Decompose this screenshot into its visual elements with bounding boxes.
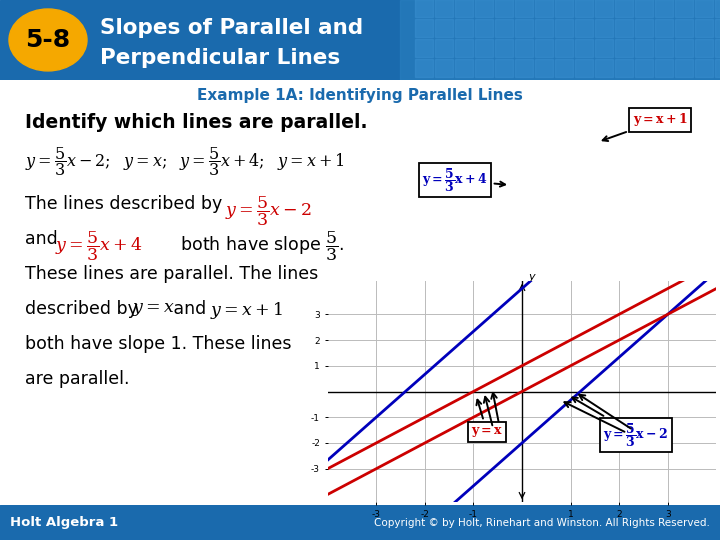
Bar: [415, 39, 433, 57]
Bar: [555, 19, 573, 37]
Bar: [575, 0, 593, 17]
Bar: [595, 39, 613, 57]
Bar: [535, 59, 553, 77]
Bar: [615, 0, 633, 17]
Bar: [635, 0, 653, 17]
Bar: [675, 59, 693, 77]
Bar: [535, 0, 553, 17]
Bar: [715, 0, 720, 17]
Text: $y = \dfrac{5}{3}x - 2;\ \ y = x;\ \ y = \dfrac{5}{3}x + 4;\ \ y = x + 1$: $y = \dfrac{5}{3}x - 2;\ \ y = x;\ \ y =…: [25, 145, 345, 178]
Bar: [555, 59, 573, 77]
Bar: [455, 59, 473, 77]
Bar: [655, 59, 673, 77]
Text: Copyright © by Holt, Rinehart and Winston. All Rights Reserved.: Copyright © by Holt, Rinehart and Winsto…: [374, 518, 710, 528]
Bar: [495, 39, 513, 57]
Bar: [455, 0, 473, 17]
Text: $\bf{y} = \bf{x}$: $\bf{y} = \bf{x}$: [471, 400, 503, 439]
Bar: [495, 19, 513, 37]
Bar: [475, 59, 493, 77]
Bar: [695, 39, 713, 57]
Text: both have slope 1. These lines: both have slope 1. These lines: [25, 335, 292, 353]
Bar: [495, 59, 513, 77]
Bar: [515, 0, 533, 17]
Bar: [515, 39, 533, 57]
Bar: [400, 0, 720, 80]
Bar: [655, 0, 673, 17]
Bar: [535, 39, 553, 57]
Ellipse shape: [9, 9, 87, 71]
Bar: [415, 19, 433, 37]
Bar: [455, 39, 473, 57]
Text: and: and: [25, 230, 63, 248]
Text: Example 1A: Identifying Parallel Lines: Example 1A: Identifying Parallel Lines: [197, 88, 523, 103]
Bar: [475, 19, 493, 37]
Text: $y = \dfrac{5}{3}x + 4$: $y = \dfrac{5}{3}x + 4$: [55, 230, 143, 264]
Bar: [655, 19, 673, 37]
Bar: [635, 39, 653, 57]
Text: $y = x + 1$: $y = x + 1$: [210, 300, 283, 321]
Text: Perpendicular Lines: Perpendicular Lines: [100, 48, 341, 68]
Text: Slopes of Parallel and: Slopes of Parallel and: [100, 18, 363, 38]
Text: $y = x$: $y = x$: [132, 300, 175, 318]
Bar: [595, 0, 613, 17]
Bar: [695, 59, 713, 77]
Bar: [695, 0, 713, 17]
Bar: [675, 39, 693, 57]
Text: are parallel.: are parallel.: [25, 370, 130, 388]
Bar: [575, 59, 593, 77]
Bar: [655, 39, 673, 57]
Text: These lines are parallel. The lines: These lines are parallel. The lines: [25, 265, 318, 283]
Bar: [435, 0, 453, 17]
Bar: [615, 59, 633, 77]
Bar: [515, 19, 533, 37]
Bar: [555, 39, 573, 57]
Bar: [635, 19, 653, 37]
Bar: [495, 0, 513, 17]
Text: y: y: [528, 272, 534, 282]
Bar: [435, 19, 453, 37]
Text: $\bf{y} = \dfrac{\bf{5}}{\bf{3}}\bf{x} - \bf{2}$: $\bf{y} = \dfrac{\bf{5}}{\bf{3}}\bf{x} -…: [572, 397, 669, 449]
Bar: [615, 39, 633, 57]
Bar: [475, 0, 493, 17]
Text: Holt Algebra 1: Holt Algebra 1: [10, 516, 118, 529]
Bar: [715, 59, 720, 77]
Bar: [515, 59, 533, 77]
Bar: [415, 59, 433, 77]
Bar: [715, 19, 720, 37]
Bar: [575, 39, 593, 57]
Bar: [575, 19, 593, 37]
Text: $\bf{y} = \bf{x} + \bf{1}$: $\bf{y} = \bf{x} + \bf{1}$: [603, 111, 688, 141]
Bar: [475, 39, 493, 57]
Bar: [555, 0, 573, 17]
Text: and: and: [168, 300, 212, 318]
Bar: [455, 19, 473, 37]
Text: The lines described by: The lines described by: [25, 195, 228, 213]
Text: 5-8: 5-8: [25, 28, 71, 52]
Text: described by: described by: [25, 300, 143, 318]
Bar: [435, 59, 453, 77]
Bar: [595, 59, 613, 77]
Bar: [715, 39, 720, 57]
Bar: [675, 19, 693, 37]
Bar: [615, 19, 633, 37]
Bar: [535, 19, 553, 37]
Text: $y = \dfrac{5}{3}x - 2$: $y = \dfrac{5}{3}x - 2$: [225, 195, 312, 228]
Bar: [675, 0, 693, 17]
Text: Identify which lines are parallel.: Identify which lines are parallel.: [25, 113, 367, 132]
Text: both have slope $\dfrac{5}{3}$.: both have slope $\dfrac{5}{3}$.: [175, 230, 344, 264]
Bar: [415, 0, 433, 17]
Bar: [595, 19, 613, 37]
Text: $\bf{y} = \dfrac{\bf{5}}{\bf{3}}\bf{x} + \bf{4}$: $\bf{y} = \dfrac{\bf{5}}{\bf{3}}\bf{x} +…: [422, 166, 505, 194]
Bar: [435, 39, 453, 57]
Bar: [695, 19, 713, 37]
Bar: [635, 59, 653, 77]
